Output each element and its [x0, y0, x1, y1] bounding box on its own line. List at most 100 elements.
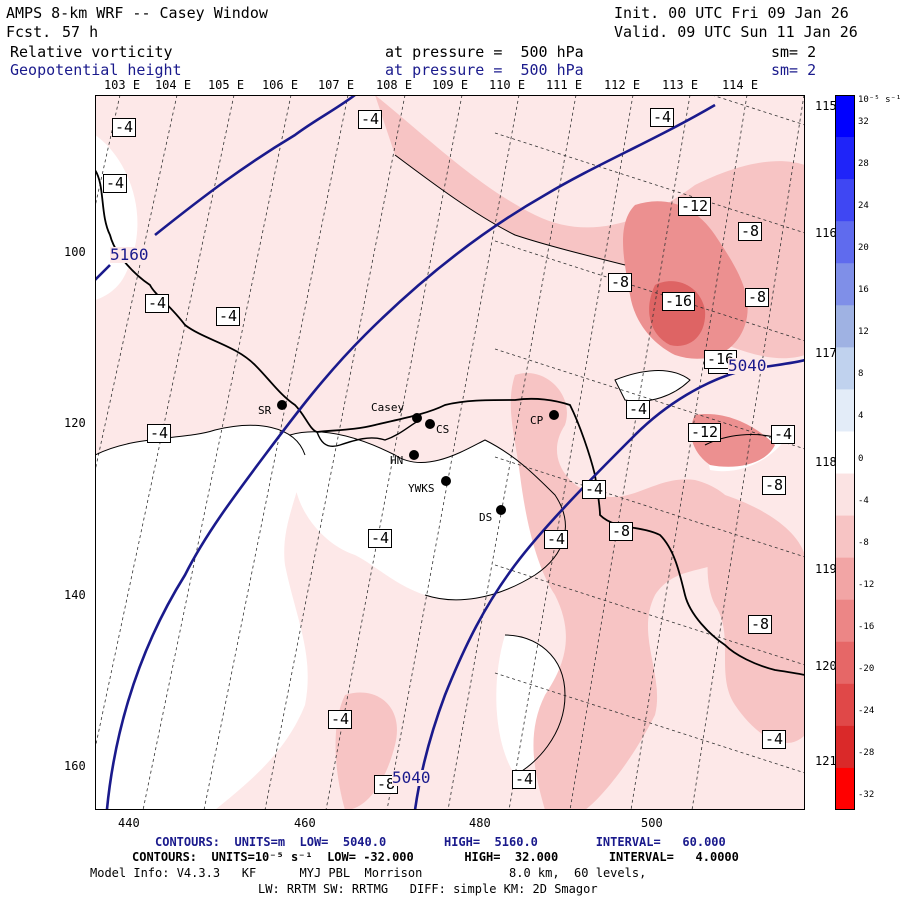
lon-label: 111 E — [545, 78, 583, 92]
lon-label: 103 E — [103, 78, 141, 92]
station-marker — [496, 505, 506, 515]
station-marker — [441, 476, 451, 486]
y-tick-label: 100 — [64, 245, 86, 259]
colorbar-tick-label: 28 — [858, 159, 869, 170]
lon-label: 110 E — [488, 78, 526, 92]
vorticity-contour-label: -8 — [738, 222, 763, 241]
station-marker — [549, 410, 559, 420]
y-tick-label: 160 — [64, 759, 86, 773]
station-marker — [425, 419, 435, 429]
vorticity-contour-label: -8 — [608, 273, 633, 292]
y-tick-label: 140 — [64, 588, 86, 602]
vorticity-contour-label: -4 — [771, 425, 796, 444]
colorbar-tick-label: -12 — [858, 579, 875, 590]
colorbar-segment — [835, 305, 855, 348]
colorbar-tick-label: -20 — [858, 663, 875, 674]
height-contour-upper — [154, 95, 356, 237]
lon-label: 109 E — [431, 78, 469, 92]
colorbar-tick-label: -8 — [858, 537, 869, 548]
vorticity-contour-label: -4 — [147, 424, 172, 443]
colorbar-segment — [835, 767, 855, 810]
colorbar-tick-label: -24 — [858, 705, 875, 716]
colorbar-segment — [835, 641, 855, 685]
colorbar-segment — [835, 515, 855, 559]
height-contour-left — [95, 264, 111, 281]
x-tick-label: 440 — [118, 816, 140, 830]
model-title: AMPS 8-km WRF -- Casey Window — [6, 4, 268, 22]
height-label: 5040 — [392, 768, 431, 787]
height-contour-5160 — [105, 103, 716, 810]
station-label: HN — [390, 454, 404, 467]
lon-label: 106 E — [261, 78, 299, 92]
vorticity-contour-label: -4 — [512, 770, 537, 789]
vorticity-contour-label: -4 — [145, 294, 170, 313]
init-time: Init. 00 UTC Fri 09 Jan 26 — [614, 4, 849, 22]
colorbar-segment — [835, 221, 855, 264]
station-marker — [412, 413, 422, 423]
station-label: CP — [530, 414, 544, 427]
vorticity-contour-label: -4 — [216, 307, 241, 326]
zero-contours — [95, 154, 786, 776]
colorbar-tick-label: 16 — [858, 285, 869, 296]
colorbar-tick-label: 32 — [858, 117, 869, 128]
colorbar-segment — [835, 473, 855, 517]
vorticity-zero-region — [95, 425, 308, 810]
colorbar-tick-label: 20 — [858, 243, 869, 254]
field1-pressure: at pressure = 500 hPa — [385, 43, 584, 61]
vorticity-contour-label: -4 — [358, 110, 383, 129]
vorticity-contour-label: -12 — [678, 197, 712, 216]
vorticity-contour-label: -4 — [544, 530, 569, 549]
lon-label: 108 E — [375, 78, 413, 92]
model-info: Model Info: V4.3.3 KF MYJ PBL Morrison 8… — [90, 866, 647, 880]
colorbar-tick-label: 0 — [858, 453, 864, 464]
height-contour-info: CONTOURS: UNITS=m LOW= 5040.0 HIGH= 5160… — [155, 835, 726, 849]
station-marker — [409, 450, 419, 460]
vorticity-contour-label: -8 — [748, 615, 773, 634]
colorbar-tick-label: 8 — [858, 369, 864, 380]
y-tick-label: 120 — [64, 416, 86, 430]
lon-label: 104 E — [154, 78, 192, 92]
map-frame — [95, 95, 805, 810]
vorticity-contour-label: -4 — [368, 529, 393, 548]
vorticity-contour-label: -8 — [762, 476, 787, 495]
colorbar-tick-label: 4 — [858, 411, 864, 422]
station-marker — [277, 400, 287, 410]
station-label: Casey — [371, 401, 405, 414]
field2-name: Geopotential height — [10, 61, 182, 79]
forecast-hour: 57 h — [62, 23, 99, 41]
colorbar-segment — [835, 389, 855, 432]
colorbar-segment — [835, 557, 855, 601]
vorticity-contour-label: -4 — [328, 710, 353, 729]
colorbar — [835, 95, 855, 810]
ice-shelf-outline — [316, 419, 421, 447]
colorbar-segment — [835, 347, 855, 390]
lon-label: 107 E — [317, 78, 355, 92]
lon-label: 114 E — [721, 78, 759, 92]
forecast-label: Fcst. — [6, 23, 52, 41]
colorbar-tick-label: 24 — [858, 201, 869, 212]
vorticity-contour-label: -4 — [582, 480, 607, 499]
valid-time: Valid. 09 UTC Sun 11 Jan 26 — [614, 23, 858, 41]
colorbar-segment — [835, 599, 855, 643]
station-label: DS — [479, 511, 493, 524]
vorticity-zero-region — [290, 431, 566, 600]
lon-label: 113 E — [661, 78, 699, 92]
colorbar-segment — [835, 179, 855, 222]
lon-label: 105 E — [207, 78, 245, 92]
x-tick-label: 460 — [294, 816, 316, 830]
colorbar-tick-label: -4 — [858, 495, 869, 506]
field2-pressure: at pressure = 500 hPa — [385, 61, 584, 79]
vorticity-contour-label: -8 — [609, 522, 634, 541]
lat-lon-grid — [95, 95, 805, 810]
vorticity-contour-label: -4 — [626, 400, 651, 419]
colorbar-units: 10⁻⁵ s⁻¹ — [858, 95, 900, 105]
colorbar-tick-label: -28 — [858, 747, 875, 758]
field2-smoothing: sm= 2 — [771, 61, 817, 79]
colorbar-segment — [835, 683, 855, 727]
station-label: CS — [436, 423, 450, 436]
lon-label: 112 E — [603, 78, 641, 92]
field1-smoothing: sm= 2 — [771, 43, 817, 61]
height-label: 5040 — [728, 356, 767, 375]
colorbar-tick-label: 12 — [858, 327, 869, 338]
vorticity-contour-label: -8 — [745, 288, 770, 307]
